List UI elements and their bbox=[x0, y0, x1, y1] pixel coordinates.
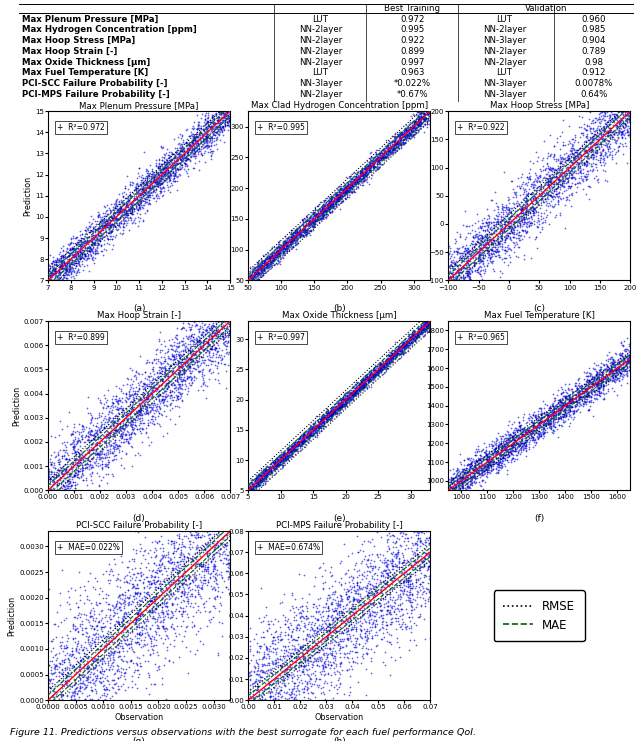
Text: 0.963: 0.963 bbox=[400, 68, 425, 77]
Legend: RMSE, MAE: RMSE, MAE bbox=[494, 591, 585, 641]
Text: 0.912: 0.912 bbox=[581, 68, 606, 77]
Text: *0.67%: *0.67% bbox=[397, 90, 428, 99]
Text: Max Fuel Temperature [K]: Max Fuel Temperature [K] bbox=[22, 68, 148, 77]
Text: (g): (g) bbox=[132, 737, 145, 741]
Y-axis label: Prediction: Prediction bbox=[7, 596, 16, 636]
Text: NN-2layer: NN-2layer bbox=[299, 47, 342, 56]
Text: NN-2layer: NN-2layer bbox=[299, 25, 342, 34]
Title: Max Clad Hydrogen Concentration [ppm]: Max Clad Hydrogen Concentration [ppm] bbox=[251, 102, 428, 110]
Text: +  R²=0.995: + R²=0.995 bbox=[257, 123, 305, 132]
Title: PCI-SCC Failure Probability [-]: PCI-SCC Failure Probability [-] bbox=[76, 521, 202, 531]
Text: LUT: LUT bbox=[312, 15, 328, 24]
Text: 0.789: 0.789 bbox=[581, 47, 606, 56]
Text: Max Hoop Stress [MPa]: Max Hoop Stress [MPa] bbox=[22, 36, 136, 45]
Text: 0.922: 0.922 bbox=[400, 36, 425, 45]
Text: 0.985: 0.985 bbox=[581, 25, 606, 34]
Text: 0.997: 0.997 bbox=[400, 58, 424, 67]
Title: Max Plenum Pressure [MPa]: Max Plenum Pressure [MPa] bbox=[79, 102, 199, 110]
Text: (c): (c) bbox=[533, 304, 545, 313]
Title: PCI-MPS Failure Probability [-]: PCI-MPS Failure Probability [-] bbox=[276, 521, 403, 531]
Title: Max Oxide Thickness [μm]: Max Oxide Thickness [μm] bbox=[282, 311, 397, 320]
Text: NN-2layer: NN-2layer bbox=[299, 90, 342, 99]
Text: Validation: Validation bbox=[525, 4, 567, 13]
Text: LUT: LUT bbox=[497, 15, 513, 24]
Text: 0.960: 0.960 bbox=[581, 15, 606, 24]
Text: Max Plenum Pressure [MPa]: Max Plenum Pressure [MPa] bbox=[22, 15, 159, 24]
Text: NN-3layer: NN-3layer bbox=[483, 79, 526, 88]
Text: NN-2layer: NN-2layer bbox=[299, 36, 342, 45]
Text: (a): (a) bbox=[133, 304, 145, 313]
Text: (f): (f) bbox=[534, 514, 545, 523]
Title: Max Fuel Temperature [K]: Max Fuel Temperature [K] bbox=[484, 311, 595, 320]
Text: NN-2layer: NN-2layer bbox=[483, 25, 526, 34]
Text: PCI-SCC Failure Probability [-]: PCI-SCC Failure Probability [-] bbox=[22, 79, 168, 88]
X-axis label: Observation: Observation bbox=[315, 713, 364, 722]
Text: *0.022%: *0.022% bbox=[394, 79, 431, 88]
Text: 0.98: 0.98 bbox=[584, 58, 603, 67]
Text: +  R²=0.972: + R²=0.972 bbox=[57, 123, 105, 132]
Text: +  R²=0.899: + R²=0.899 bbox=[57, 333, 105, 342]
Text: PCI-MPS Failure Probability [-]: PCI-MPS Failure Probability [-] bbox=[22, 90, 170, 99]
Text: 0.904: 0.904 bbox=[581, 36, 606, 45]
Text: 0.64%: 0.64% bbox=[580, 90, 607, 99]
Text: NN-2layer: NN-2layer bbox=[483, 58, 526, 67]
X-axis label: Observation: Observation bbox=[115, 713, 164, 722]
Text: Figure 11. Predictions versus observations with the best surrogate for each fuel: Figure 11. Predictions versus observatio… bbox=[10, 728, 476, 737]
Text: Max Oxide Thickness [μm]: Max Oxide Thickness [μm] bbox=[22, 58, 150, 67]
Text: LUT: LUT bbox=[312, 68, 328, 77]
Text: (h): (h) bbox=[333, 737, 346, 741]
Text: 0.0078%: 0.0078% bbox=[575, 79, 613, 88]
Text: NN-2layer: NN-2layer bbox=[483, 47, 526, 56]
Text: +  R²=0.997: + R²=0.997 bbox=[257, 333, 305, 342]
Text: (d): (d) bbox=[132, 514, 145, 523]
Text: LUT: LUT bbox=[497, 68, 513, 77]
Y-axis label: Prediction: Prediction bbox=[12, 385, 21, 426]
Text: Max Hydrogen Concentration [ppm]: Max Hydrogen Concentration [ppm] bbox=[22, 25, 197, 34]
Title: Max Hoop Stress [MPa]: Max Hoop Stress [MPa] bbox=[490, 102, 589, 110]
Text: 0.972: 0.972 bbox=[400, 15, 425, 24]
Text: +  MAE=0.674%: + MAE=0.674% bbox=[257, 543, 321, 552]
Text: +  MAE=0.022%: + MAE=0.022% bbox=[57, 543, 120, 552]
Text: Max Hoop Strain [-]: Max Hoop Strain [-] bbox=[22, 47, 118, 56]
Text: 0.995: 0.995 bbox=[400, 25, 424, 34]
Text: NN-3layer: NN-3layer bbox=[483, 90, 526, 99]
Text: (b): (b) bbox=[333, 304, 346, 313]
Text: (e): (e) bbox=[333, 514, 346, 523]
Text: NN-3layer: NN-3layer bbox=[299, 79, 342, 88]
Text: 0.899: 0.899 bbox=[400, 47, 424, 56]
Text: NN-3layer: NN-3layer bbox=[483, 36, 526, 45]
Y-axis label: Prediction: Prediction bbox=[23, 176, 32, 216]
Text: NN-2layer: NN-2layer bbox=[299, 58, 342, 67]
Title: Max Hoop Strain [-]: Max Hoop Strain [-] bbox=[97, 311, 181, 320]
Text: +  R²=0.922: + R²=0.922 bbox=[458, 123, 505, 132]
Text: Best Training: Best Training bbox=[385, 4, 440, 13]
Text: +  R²=0.965: + R²=0.965 bbox=[458, 333, 505, 342]
